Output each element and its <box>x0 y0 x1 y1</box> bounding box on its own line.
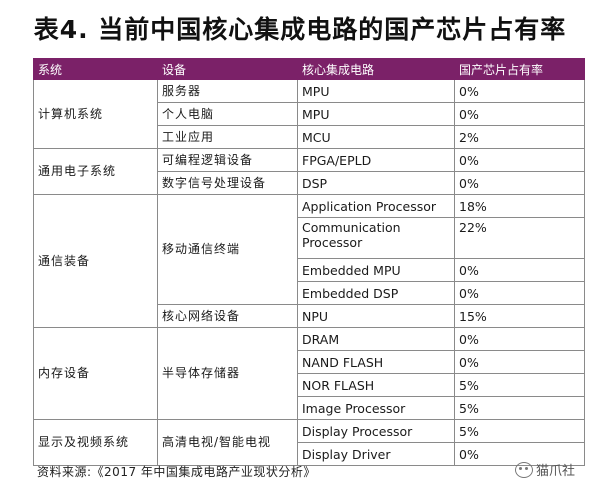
share-cell: 0% <box>454 327 585 351</box>
table-row: 内存设备 半导体存储器 DRAM 0% <box>33 327 585 420</box>
share-cell: 0% <box>454 79 585 103</box>
system-cell: 通信装备 <box>33 194 158 328</box>
table-row: 数字信号处理设备 DSP 0% <box>34 171 585 195</box>
share-cell: 0% <box>454 258 585 282</box>
table-row: 通用电子系统 可编程逻辑设备 FPGA/EPLD 0% <box>33 148 585 195</box>
ic-cell: DRAM <box>297 327 455 351</box>
system-cell: 显示及视频系统 <box>33 419 158 466</box>
ic-cell: Display Processor <box>297 419 455 443</box>
header-device: 设备 <box>157 58 298 80</box>
share-cell: 5% <box>454 396 585 420</box>
watermark-text: 猫爪社 <box>536 464 576 479</box>
header-core-ic: 核心集成电路 <box>297 58 455 80</box>
share-cell: 15% <box>454 304 585 328</box>
ic-cell: Communication Processor <box>297 217 455 259</box>
table-row: 个人电脑 MPU 0% <box>34 102 585 126</box>
device-cell: 数字信号处理设备 <box>157 171 298 195</box>
share-cell: 18% <box>454 194 585 218</box>
device-cell: 高清电视/智能电视 <box>157 419 298 466</box>
ic-cell: MPU <box>297 79 455 103</box>
ic-cell: NPU <box>297 304 455 328</box>
device-cell: 服务器 <box>157 79 298 103</box>
device-cell: 个人电脑 <box>157 102 298 126</box>
table-row: 计算机系统 服务器 MPU 0% <box>33 79 585 149</box>
ic-cell: DSP <box>297 171 455 195</box>
system-cell: 计算机系统 <box>33 79 158 149</box>
ic-cell: MCU <box>297 125 455 149</box>
wechat-icon <box>515 461 533 478</box>
ic-cell: NAND FLASH <box>297 350 455 374</box>
watermark: 猫爪社 <box>515 460 575 479</box>
share-cell: 0% <box>454 350 585 374</box>
ic-cell: Embedded DSP <box>297 281 455 305</box>
table-row: Image Processor 5% <box>34 396 585 420</box>
share-cell: 0% <box>454 171 585 195</box>
device-cell: 可编程逻辑设备 <box>157 148 298 172</box>
share-cell: 22% <box>454 217 585 259</box>
share-cell: 0% <box>454 102 585 126</box>
ic-cell: NOR FLASH <box>297 373 455 397</box>
ic-cell: Embedded MPU <box>297 258 455 282</box>
device-cell: 核心网络设备 <box>157 304 298 328</box>
ic-share-table: 系统 设备 核心集成电路 国产芯片占有率 计算机系统 服务器 MPU 0% 个人… <box>33 58 585 466</box>
ic-cell: MPU <box>297 102 455 126</box>
system-cell: 通用电子系统 <box>33 148 158 195</box>
ic-cell: Display Driver <box>297 442 455 466</box>
header-domestic-share: 国产芯片占有率 <box>454 58 585 80</box>
ic-cell: FPGA/EPLD <box>297 148 455 172</box>
table-row: 通信装备 移动通信终端 Application Processor 18% <box>33 194 585 328</box>
table-row: NAND FLASH 0% <box>34 350 585 374</box>
share-cell: 0% <box>454 281 585 305</box>
share-cell: 2% <box>454 125 585 149</box>
ic-cell: Application Processor <box>297 194 455 218</box>
share-cell: 0% <box>454 148 585 172</box>
share-cell: 5% <box>454 419 585 443</box>
share-cell: 5% <box>454 373 585 397</box>
table-row: 工业应用 MCU 2% <box>34 125 585 149</box>
ic-cell: Image Processor <box>297 396 455 420</box>
page-title: 表4. 当前中国核心集成电路的国产芯片占有率 <box>33 15 567 44</box>
table-row: 显示及视频系统 高清电视/智能电视 Display Processor 5% <box>33 419 585 466</box>
table-row: Communication Processor 22% <box>34 217 585 259</box>
table-header-row: 系统 设备 核心集成电路 国产芯片占有率 <box>33 58 585 80</box>
device-cell: 移动通信终端 <box>157 194 298 305</box>
device-cell: 工业应用 <box>157 125 298 149</box>
device-cell: 半导体存储器 <box>157 327 298 420</box>
source-note: 资料来源:《2017 年中国集成电路产业现状分析》 <box>37 465 316 479</box>
table-row: Embedded DSP 0% <box>34 281 585 305</box>
header-system: 系统 <box>33 58 158 80</box>
system-cell: 内存设备 <box>33 327 158 420</box>
